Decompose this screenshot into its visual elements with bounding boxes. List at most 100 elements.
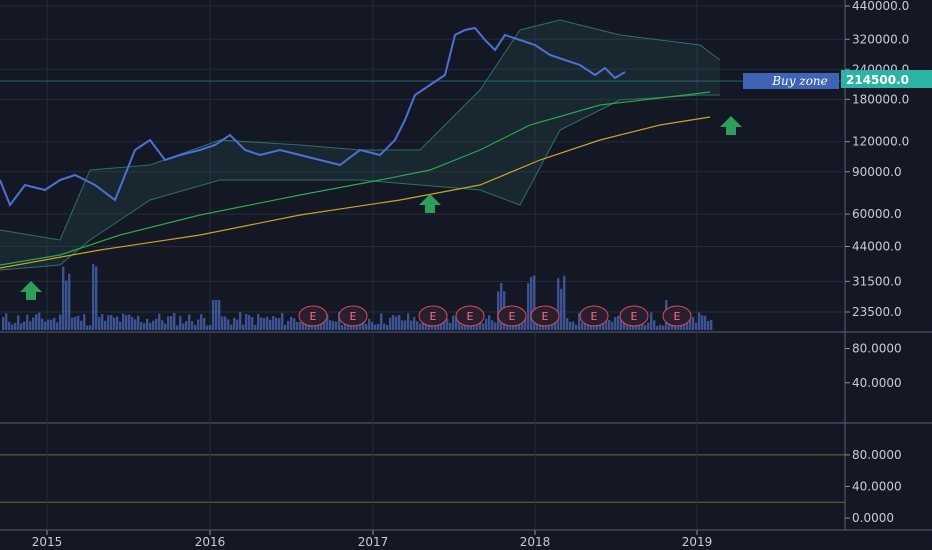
volume-bar: [53, 317, 56, 330]
volume-bar: [404, 320, 407, 330]
bollinger-upper: [0, 19, 721, 241]
volume-bar: [32, 317, 35, 330]
volume-bar: [377, 323, 380, 330]
volume-bar: [86, 325, 89, 330]
earnings-marker: [338, 305, 368, 327]
y-tick-label: 320000.0: [852, 32, 909, 46]
bollinger-bands: [0, 19, 721, 271]
volume-bar: [218, 300, 221, 330]
earnings-marker-label: E: [674, 310, 681, 323]
volume-bar: [251, 317, 254, 330]
y-tick-label: 80.0000: [852, 342, 902, 356]
volume-bar: [539, 325, 542, 330]
volume-bar: [242, 324, 245, 330]
volume-bar: [527, 283, 530, 330]
volume-bar: [554, 322, 557, 330]
volume-bar: [74, 316, 77, 330]
volume-bar: [491, 320, 494, 330]
volume-bar: [557, 278, 560, 330]
volume-bar: [566, 318, 569, 330]
volume-bar: [269, 319, 272, 330]
volume-bar: [245, 314, 248, 330]
volume-bar: [191, 321, 194, 330]
volume-bar: [509, 325, 512, 330]
volume-bar: [545, 325, 548, 330]
y-tick-label: 40.0000: [852, 479, 902, 493]
volume-bar: [563, 275, 566, 330]
volume-bar: [308, 322, 311, 330]
x-tick-label: 2016: [195, 535, 226, 549]
buy-zone-text: Buy zone: [771, 74, 828, 88]
x-tick-label: 2018: [520, 535, 551, 549]
volume-bar: [206, 325, 209, 330]
volume-bar: [332, 320, 335, 330]
volume-bar: [197, 319, 200, 330]
volume-bar: [416, 321, 419, 330]
volume-bar: [17, 315, 20, 330]
volume-bar: [164, 323, 167, 330]
volume-bar: [134, 319, 137, 330]
volume-bar: [80, 320, 83, 330]
volume-bar: [605, 318, 608, 330]
volume-bar: [287, 320, 290, 330]
volume-bar: [419, 323, 422, 330]
earnings-marker-label: E: [631, 310, 638, 323]
time-axis: 2015 2016 2017 2018 2019: [32, 530, 712, 549]
volume-bar: [452, 315, 455, 330]
earnings-marker: [455, 305, 485, 327]
earnings-marker-label: E: [509, 310, 516, 323]
volume-bar: [584, 321, 587, 330]
volume-bar: [149, 322, 152, 330]
moving-average-slow: [0, 116, 711, 269]
volume-bar: [617, 315, 620, 330]
volume-bar: [260, 317, 263, 330]
volume-bar: [110, 314, 113, 330]
moving-averages: [0, 91, 711, 269]
volume-bar: [326, 314, 329, 330]
volume-bar: [155, 318, 158, 330]
volume-bar: [290, 316, 293, 330]
volume-bar: [695, 323, 698, 330]
volume-bar: [500, 283, 503, 330]
volume-bar: [293, 318, 296, 330]
volume-bar: [104, 320, 107, 330]
volume-bar: [47, 319, 50, 330]
volume-bar: [530, 276, 533, 330]
volume-bar: [449, 322, 452, 330]
volume-bar: [581, 322, 584, 330]
volume-bar: [413, 316, 416, 330]
volume-bar: [137, 315, 140, 330]
volume-bar: [71, 317, 74, 330]
volume-bar: [227, 319, 230, 330]
earnings-marker: [298, 305, 328, 327]
volume-bar: [644, 325, 647, 330]
volume-bar: [374, 324, 377, 330]
volume-bar: [281, 312, 284, 330]
volume-bar: [152, 320, 155, 330]
volume-bar: [95, 266, 98, 330]
volume-bar: [560, 288, 563, 330]
volume-bar: [410, 320, 413, 330]
volume-bar: [221, 316, 224, 330]
volume-bar: [596, 324, 599, 330]
earnings-marker-label: E: [591, 310, 598, 323]
y-tick-label: 44000.0: [852, 239, 902, 253]
volume-bar: [551, 323, 554, 330]
volume-bar: [689, 312, 692, 330]
volume-bar: [98, 317, 101, 330]
bollinger-lower: [0, 94, 720, 271]
volume-bar: [485, 318, 488, 330]
volume-bar: [362, 321, 365, 330]
volume-bar: [8, 321, 11, 330]
volume-bar: [686, 317, 689, 330]
volume-bar: [11, 324, 14, 330]
volume-bar: [146, 318, 149, 330]
earnings-marker-label: E: [467, 310, 474, 323]
earnings-marker: [619, 305, 649, 327]
last-price-tag: [841, 70, 932, 88]
y-tick-label: 0.0000: [852, 511, 894, 525]
earnings-marker: [418, 305, 448, 327]
volume-bar: [575, 324, 578, 330]
